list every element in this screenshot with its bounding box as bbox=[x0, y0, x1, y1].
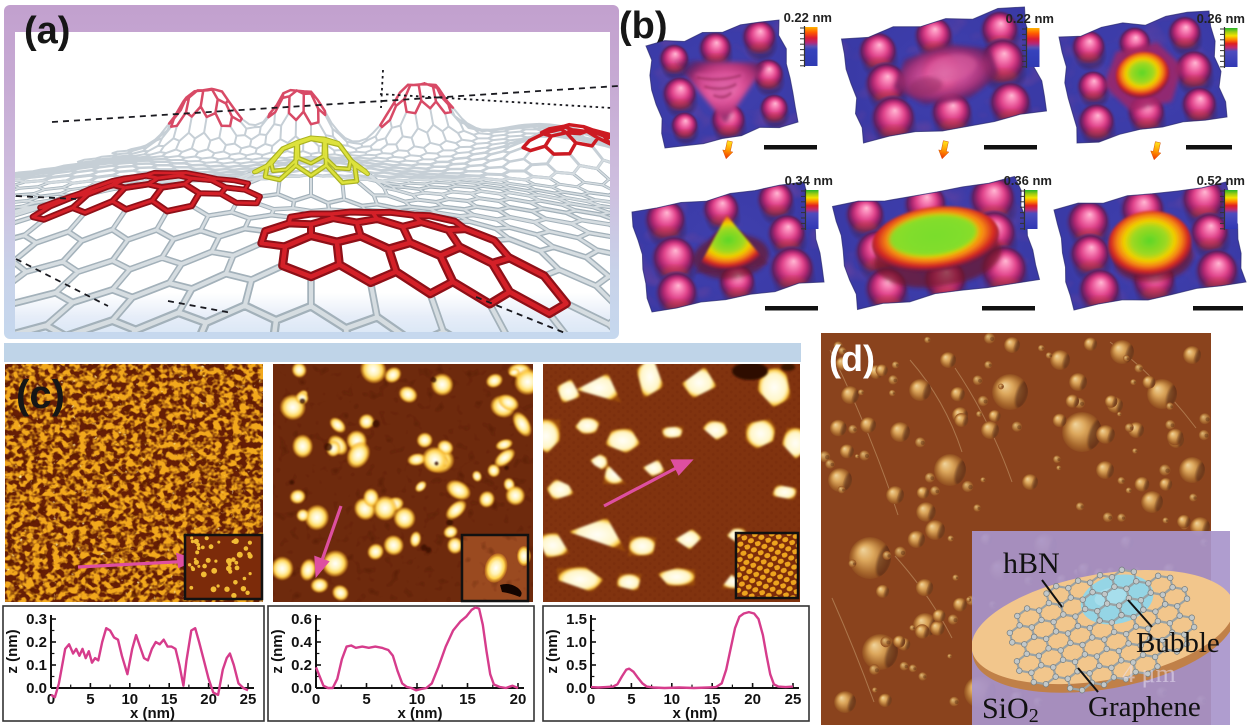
svg-text:15: 15 bbox=[161, 691, 178, 708]
svg-text:10: 10 bbox=[121, 691, 138, 708]
svg-text:0.2: 0.2 bbox=[26, 634, 47, 651]
svg-text:(b): (b) bbox=[619, 5, 668, 47]
svg-text:0.5: 0.5 bbox=[566, 657, 587, 674]
svg-text:5: 5 bbox=[86, 691, 94, 708]
svg-text:5: 5 bbox=[627, 691, 635, 708]
svg-text:0: 0 bbox=[312, 691, 320, 708]
svg-text:0.0: 0.0 bbox=[566, 680, 587, 697]
svg-text:(a): (a) bbox=[24, 10, 70, 52]
svg-text:z (nm): z (nm) bbox=[269, 629, 286, 673]
svg-text:1.0: 1.0 bbox=[566, 634, 587, 651]
svg-text:0.22 nm: 0.22 nm bbox=[1006, 11, 1054, 26]
svg-text:Graphene: Graphene bbox=[1088, 691, 1201, 723]
svg-text:0: 0 bbox=[47, 691, 55, 708]
svg-text:0.22 nm: 0.22 nm bbox=[784, 10, 832, 25]
svg-text:(c): (c) bbox=[16, 373, 65, 417]
svg-text:0.0: 0.0 bbox=[291, 680, 312, 697]
svg-text:0.3: 0.3 bbox=[26, 611, 47, 628]
svg-text:1.5: 1.5 bbox=[566, 611, 587, 628]
svg-text:z (nm): z (nm) bbox=[544, 629, 561, 673]
svg-text:0.34 nm: 0.34 nm bbox=[785, 173, 833, 188]
svg-text:0.52 nm: 0.52 nm bbox=[1197, 173, 1245, 188]
svg-text:25: 25 bbox=[785, 691, 802, 708]
svg-text:20: 20 bbox=[744, 691, 761, 708]
svg-text:0.36 nm: 0.36 nm bbox=[1004, 173, 1052, 188]
svg-text:10: 10 bbox=[663, 691, 680, 708]
svg-text:0.4: 0.4 bbox=[291, 634, 313, 651]
svg-text:z (nm): z (nm) bbox=[4, 629, 21, 673]
svg-text:15: 15 bbox=[704, 691, 721, 708]
svg-text:Bubble: Bubble bbox=[1136, 627, 1220, 659]
svg-text:0.26 nm: 0.26 nm bbox=[1197, 11, 1245, 26]
svg-text:0.1: 0.1 bbox=[26, 657, 47, 674]
svg-text:0.2: 0.2 bbox=[291, 657, 312, 674]
svg-text:25: 25 bbox=[240, 691, 257, 708]
svg-text:4 μm: 4 μm bbox=[1122, 659, 1176, 688]
svg-text:x (nm): x (nm) bbox=[398, 705, 443, 722]
svg-text:10: 10 bbox=[409, 691, 426, 708]
svg-text:x (nm): x (nm) bbox=[673, 705, 718, 722]
svg-text:20: 20 bbox=[200, 691, 217, 708]
svg-text:20: 20 bbox=[510, 691, 527, 708]
svg-text:(d): (d) bbox=[829, 338, 875, 379]
svg-text:x (nm): x (nm) bbox=[130, 705, 175, 722]
svg-text:0.6: 0.6 bbox=[291, 611, 312, 628]
svg-text:15: 15 bbox=[459, 691, 476, 708]
svg-text:hBN: hBN bbox=[1003, 547, 1060, 580]
svg-text:5: 5 bbox=[362, 691, 370, 708]
svg-text:0.0: 0.0 bbox=[26, 680, 47, 697]
svg-text:0: 0 bbox=[587, 691, 595, 708]
